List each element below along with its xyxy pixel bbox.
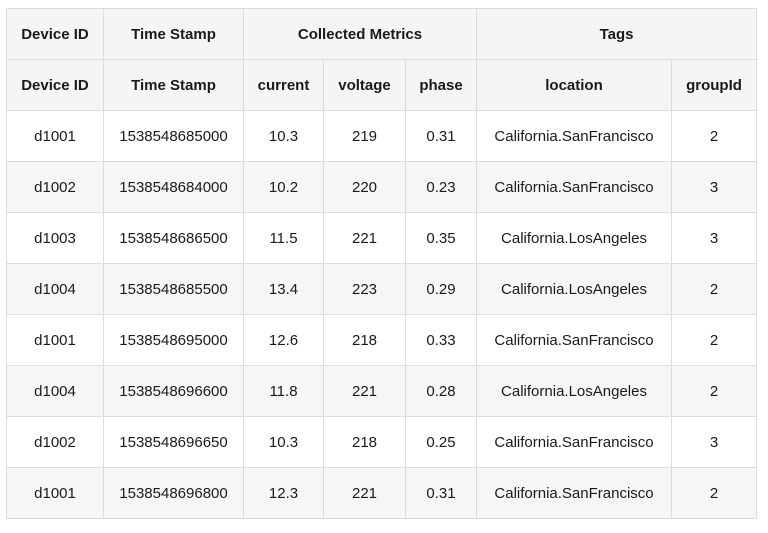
voltage-cell: 221: [323, 365, 406, 417]
timestamp-cell: 1538548695000: [103, 314, 244, 366]
table-header: Device ID Time Stamp Collected Metrics T…: [6, 8, 758, 111]
group-header-time-stamp: Time Stamp: [103, 8, 244, 60]
device-id-cell: d1002: [6, 161, 104, 213]
device-id-cell: d1004: [6, 365, 104, 417]
current-cell: 10.3: [243, 110, 324, 162]
phase-cell: 0.31: [404, 467, 478, 519]
timestamp-cell: 1538548686500: [103, 212, 244, 264]
table-body: d1001 1538548685000 10.3 219 0.31 California.…: [6, 110, 758, 519]
device-id-cell: d1001: [6, 110, 104, 162]
location-cell: California.SanFrancisco: [476, 314, 673, 366]
column-header-row: Device ID Time Stamp current voltage pha…: [6, 59, 758, 111]
current-cell: 11.5: [243, 212, 324, 264]
location-cell: California.LosAngeles: [476, 212, 673, 264]
timestamp-cell: 1538548696800: [103, 467, 244, 519]
current-cell: 11.8: [243, 365, 324, 417]
timestamp-cell: 1538548696600: [103, 365, 244, 417]
table-row: d1001 1538548696800 12.3 221 0.31 California.…: [6, 467, 758, 519]
table-container: Device ID Time Stamp Collected Metrics T…: [6, 8, 758, 519]
voltage-cell: 223: [323, 263, 406, 315]
group-header-device-id: Device ID: [6, 8, 104, 60]
phase-cell: 0.28: [404, 365, 478, 417]
location-cell: California.LosAngeles: [476, 365, 673, 417]
device-id-cell: d1004: [6, 263, 104, 315]
phase-cell: 0.31: [404, 110, 478, 162]
group-id-cell: 2: [671, 467, 758, 519]
column-header-time-stamp: Time Stamp: [103, 59, 244, 111]
column-header-device-id: Device ID: [6, 59, 104, 111]
current-cell: 10.2: [243, 161, 324, 213]
group-header-row: Device ID Time Stamp Collected Metrics T…: [6, 8, 758, 60]
timestamp-cell: 1538548684000: [103, 161, 244, 213]
voltage-cell: 218: [323, 416, 406, 468]
timestamp-cell: 1538548696650: [103, 416, 244, 468]
group-id-cell: 2: [671, 314, 758, 366]
voltage-cell: 221: [323, 467, 406, 519]
column-header-location: location: [476, 59, 673, 111]
device-id-cell: d1001: [6, 467, 104, 519]
group-header-tags: Tags: [476, 8, 758, 60]
voltage-cell: 221: [323, 212, 406, 264]
voltage-cell: 219: [323, 110, 406, 162]
location-cell: California.SanFrancisco: [476, 110, 673, 162]
column-header-phase: phase: [404, 59, 478, 111]
group-header-collected-metrics: Collected Metrics: [242, 8, 478, 60]
location-cell: California.SanFrancisco: [476, 416, 673, 468]
group-id-cell: 2: [671, 110, 758, 162]
phase-cell: 0.33: [404, 314, 478, 366]
current-cell: 12.6: [243, 314, 324, 366]
timestamp-cell: 1538548685500: [103, 263, 244, 315]
table-row: d1002 1538548696650 10.3 218 0.25 California.…: [6, 416, 758, 468]
group-id-cell: 3: [671, 212, 758, 264]
column-header-group-id: groupId: [671, 59, 758, 111]
group-id-cell: 3: [671, 416, 758, 468]
current-cell: 10.3: [243, 416, 324, 468]
table-row: d1001 1538548685000 10.3 219 0.31 California.…: [6, 110, 758, 162]
device-id-cell: d1002: [6, 416, 104, 468]
column-header-voltage: voltage: [323, 59, 406, 111]
location-cell: California.SanFrancisco: [476, 161, 673, 213]
group-id-cell: 2: [671, 263, 758, 315]
phase-cell: 0.29: [404, 263, 478, 315]
voltage-cell: 220: [323, 161, 406, 213]
table-row: d1002 1538548684000 10.2 220 0.23 California.…: [6, 161, 758, 213]
table-row: d1003 1538548686500 11.5 221 0.35 California.…: [6, 212, 758, 264]
phase-cell: 0.25: [404, 416, 478, 468]
device-metrics-table: Device ID Time Stamp Collected Metrics T…: [6, 8, 758, 519]
current-cell: 12.3: [243, 467, 324, 519]
device-id-cell: d1001: [6, 314, 104, 366]
table-row: d1004 1538548696600 11.8 221 0.28 California.…: [6, 365, 758, 417]
current-cell: 13.4: [243, 263, 324, 315]
group-id-cell: 2: [671, 365, 758, 417]
location-cell: California.SanFrancisco: [476, 467, 673, 519]
table-row: d1001 1538548695000 12.6 218 0.33 California.…: [6, 314, 758, 366]
column-header-current: current: [243, 59, 324, 111]
timestamp-cell: 1538548685000: [103, 110, 244, 162]
location-cell: California.LosAngeles: [476, 263, 673, 315]
voltage-cell: 218: [323, 314, 406, 366]
group-id-cell: 3: [671, 161, 758, 213]
phase-cell: 0.23: [404, 161, 478, 213]
table-row: d1004 1538548685500 13.4 223 0.29 California.…: [6, 263, 758, 315]
device-id-cell: d1003: [6, 212, 104, 264]
phase-cell: 0.35: [404, 212, 478, 264]
